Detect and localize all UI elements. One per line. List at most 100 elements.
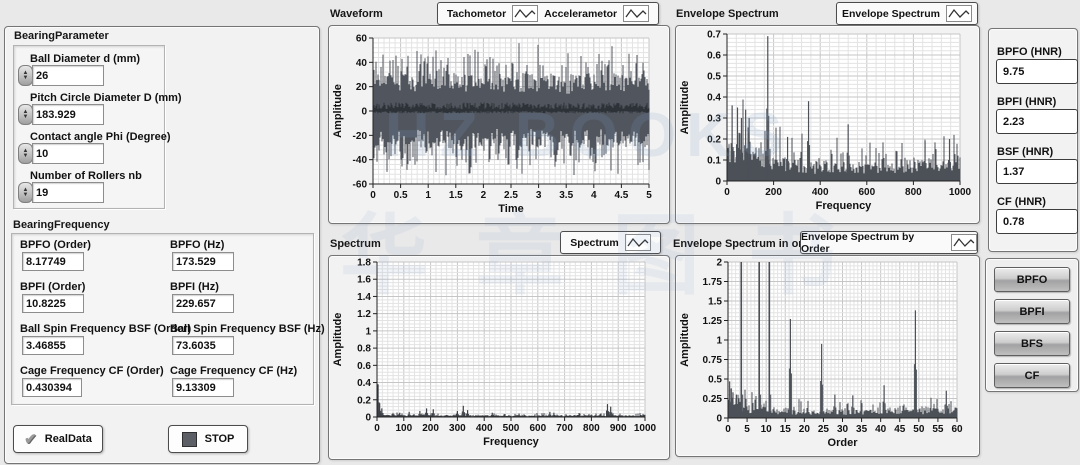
tachometer-plot-icon [512, 5, 539, 22]
envelope-spectrum-legend[interactable]: Envelope Spectrum [836, 2, 978, 25]
contact-angle-label: Contact angle Phi (Degree) [30, 131, 171, 143]
rollers-field[interactable]: 19 [32, 182, 104, 203]
envelope-spectrum-title: Envelope Spectrum [676, 8, 779, 20]
real-data-button[interactable]: ✔ RealData [13, 425, 103, 453]
svg-text:700: 700 [556, 423, 573, 434]
svg-text:0.6: 0.6 [707, 51, 721, 62]
bearing-parameter-group: Ball Diameter d (mm) ▲ ▼ 26 Pitch Circle … [13, 45, 182, 209]
svg-text:0.1: 0.1 [707, 156, 721, 167]
spectrum-graph-panel: 0 0.2 0.4 0.6 0.8 1 1.2 1.4 1.6 1.8 0 100 200 300 400 5… [328, 255, 670, 460]
bpfi-hz-value: 229.657 [172, 294, 234, 313]
up-arrow-icon[interactable]: ▲ [22, 147, 29, 154]
bpfi-button[interactable]: BPFI [994, 299, 1070, 324]
svg-text:0: 0 [716, 414, 722, 425]
bpfo-button[interactable]: BPFO [994, 267, 1070, 292]
down-arrow-icon[interactable]: ▼ [22, 113, 29, 120]
rollers-label: Number of Rollers nb [30, 170, 142, 182]
svg-text:0.6: 0.6 [357, 361, 371, 372]
svg-text:50: 50 [913, 424, 925, 435]
cf-button[interactable]: CF [994, 363, 1070, 388]
svg-text:55: 55 [932, 424, 944, 435]
checkmark-icon: ✔ [24, 430, 37, 448]
envelope-order-legend[interactable]: Envelope Spectrum by Order [800, 230, 978, 255]
up-arrow-icon[interactable]: ▲ [22, 69, 29, 76]
svg-text:0.2: 0.2 [707, 135, 721, 146]
envelope-plot-icon [946, 5, 973, 22]
svg-text:1000: 1000 [634, 423, 657, 434]
svg-text:1.5: 1.5 [708, 297, 722, 308]
svg-text:400: 400 [812, 187, 829, 198]
svg-text:0: 0 [374, 423, 380, 434]
envelope-order-legend-label: Envelope Spectrum by Order [801, 230, 915, 255]
svg-text:Frequency: Frequency [483, 436, 540, 448]
svg-text:4: 4 [591, 190, 597, 201]
accelerometer-plot-icon [623, 5, 650, 22]
contact-angle-field[interactable]: 10 [32, 143, 104, 164]
svg-text:1.8: 1.8 [357, 258, 371, 269]
svg-text:200: 200 [765, 187, 782, 198]
svg-text:800: 800 [583, 423, 600, 434]
svg-text:0: 0 [725, 424, 731, 435]
bpfo-hz-value: 173.529 [172, 252, 234, 271]
contact-angle-stepper[interactable]: ▲ ▼ [18, 143, 33, 164]
svg-text:Amplitude: Amplitude [679, 81, 691, 135]
bpfi-hnr-label: BPFI (HNR) [997, 96, 1057, 108]
bpfi-hz-label: BPFI (Hz) [170, 281, 219, 293]
cf-order-value: 0.430394 [22, 378, 82, 397]
down-arrow-icon[interactable]: ▼ [22, 191, 29, 198]
cf-order-label: Cage Frequency CF (Order) [20, 365, 164, 377]
stop-label: STOP [204, 433, 235, 445]
waveform-legend[interactable]: Tachometor Accelerametor [437, 2, 659, 25]
svg-text:0.5: 0.5 [707, 72, 721, 83]
up-arrow-icon[interactable]: ▲ [22, 108, 29, 115]
svg-text:0: 0 [724, 187, 730, 198]
svg-text:300: 300 [449, 423, 466, 434]
spectrum-title: Spectrum [330, 238, 381, 250]
svg-text:60: 60 [356, 34, 368, 45]
bsf-order-label: Ball Spin Frequency BSF (Order) [20, 323, 192, 335]
spectrum-legend[interactable]: Spectrum [560, 231, 661, 254]
stop-button[interactable]: STOP [168, 425, 248, 453]
accelerometer-legend-label: Accelerametor [544, 7, 618, 20]
up-arrow-icon[interactable]: ▲ [22, 186, 29, 193]
cf-hnr-label: CF (HNR) [997, 196, 1046, 208]
ball-diameter-stepper[interactable]: ▲ ▼ [18, 65, 33, 86]
svg-text:Amplitude: Amplitude [679, 313, 691, 367]
svg-text:0: 0 [715, 177, 721, 188]
svg-text:30: 30 [837, 424, 849, 435]
envelope-order-graph-panel: 0 0.25 0.5 0.75 1 1.25 1.5 1.75 2 0 5 10 15 20 25 30 35 4… [675, 255, 980, 457]
bpfo-hnr-value: 9.75 [996, 59, 1078, 84]
rollers-stepper[interactable]: ▲ ▼ [18, 182, 33, 203]
svg-text:0: 0 [361, 107, 367, 118]
bsf-hz-value: 73.6035 [172, 336, 234, 355]
bsf-order-value: 3.46855 [22, 336, 84, 355]
svg-text:1: 1 [425, 190, 431, 201]
svg-text:0.25: 0.25 [703, 394, 723, 405]
svg-text:0.4: 0.4 [707, 93, 721, 104]
pitch-diameter-stepper[interactable]: ▲ ▼ [18, 104, 33, 125]
svg-text:0.75: 0.75 [703, 355, 723, 366]
tachometer-legend-label: Tachometor [446, 7, 507, 20]
bearing-frequency-group: BPFO (Order) 8.17749 BPFO (Hz) 173.529 B… [11, 233, 325, 405]
svg-text:3.5: 3.5 [559, 190, 573, 201]
svg-text:Order: Order [828, 437, 859, 449]
svg-text:10: 10 [761, 424, 773, 435]
down-arrow-icon[interactable]: ▼ [22, 74, 29, 81]
svg-text:100: 100 [395, 423, 412, 434]
ball-diameter-field[interactable]: 26 [32, 65, 104, 86]
real-data-label: RealData [44, 433, 92, 445]
svg-text:5: 5 [744, 424, 750, 435]
bpfo-hz-label: BPFO (Hz) [170, 239, 225, 251]
svg-text:0: 0 [365, 413, 371, 424]
svg-text:1.2: 1.2 [357, 309, 371, 320]
svg-text:60: 60 [951, 424, 963, 435]
svg-text:3: 3 [536, 190, 542, 201]
bfs-button[interactable]: BFS [994, 331, 1070, 356]
svg-text:45: 45 [894, 424, 906, 435]
stop-square-icon [181, 431, 197, 447]
pitch-diameter-field[interactable]: 183.929 [32, 104, 104, 125]
svg-text:0.8: 0.8 [357, 344, 371, 355]
down-arrow-icon[interactable]: ▼ [22, 152, 29, 159]
svg-text:0.3: 0.3 [707, 114, 721, 125]
